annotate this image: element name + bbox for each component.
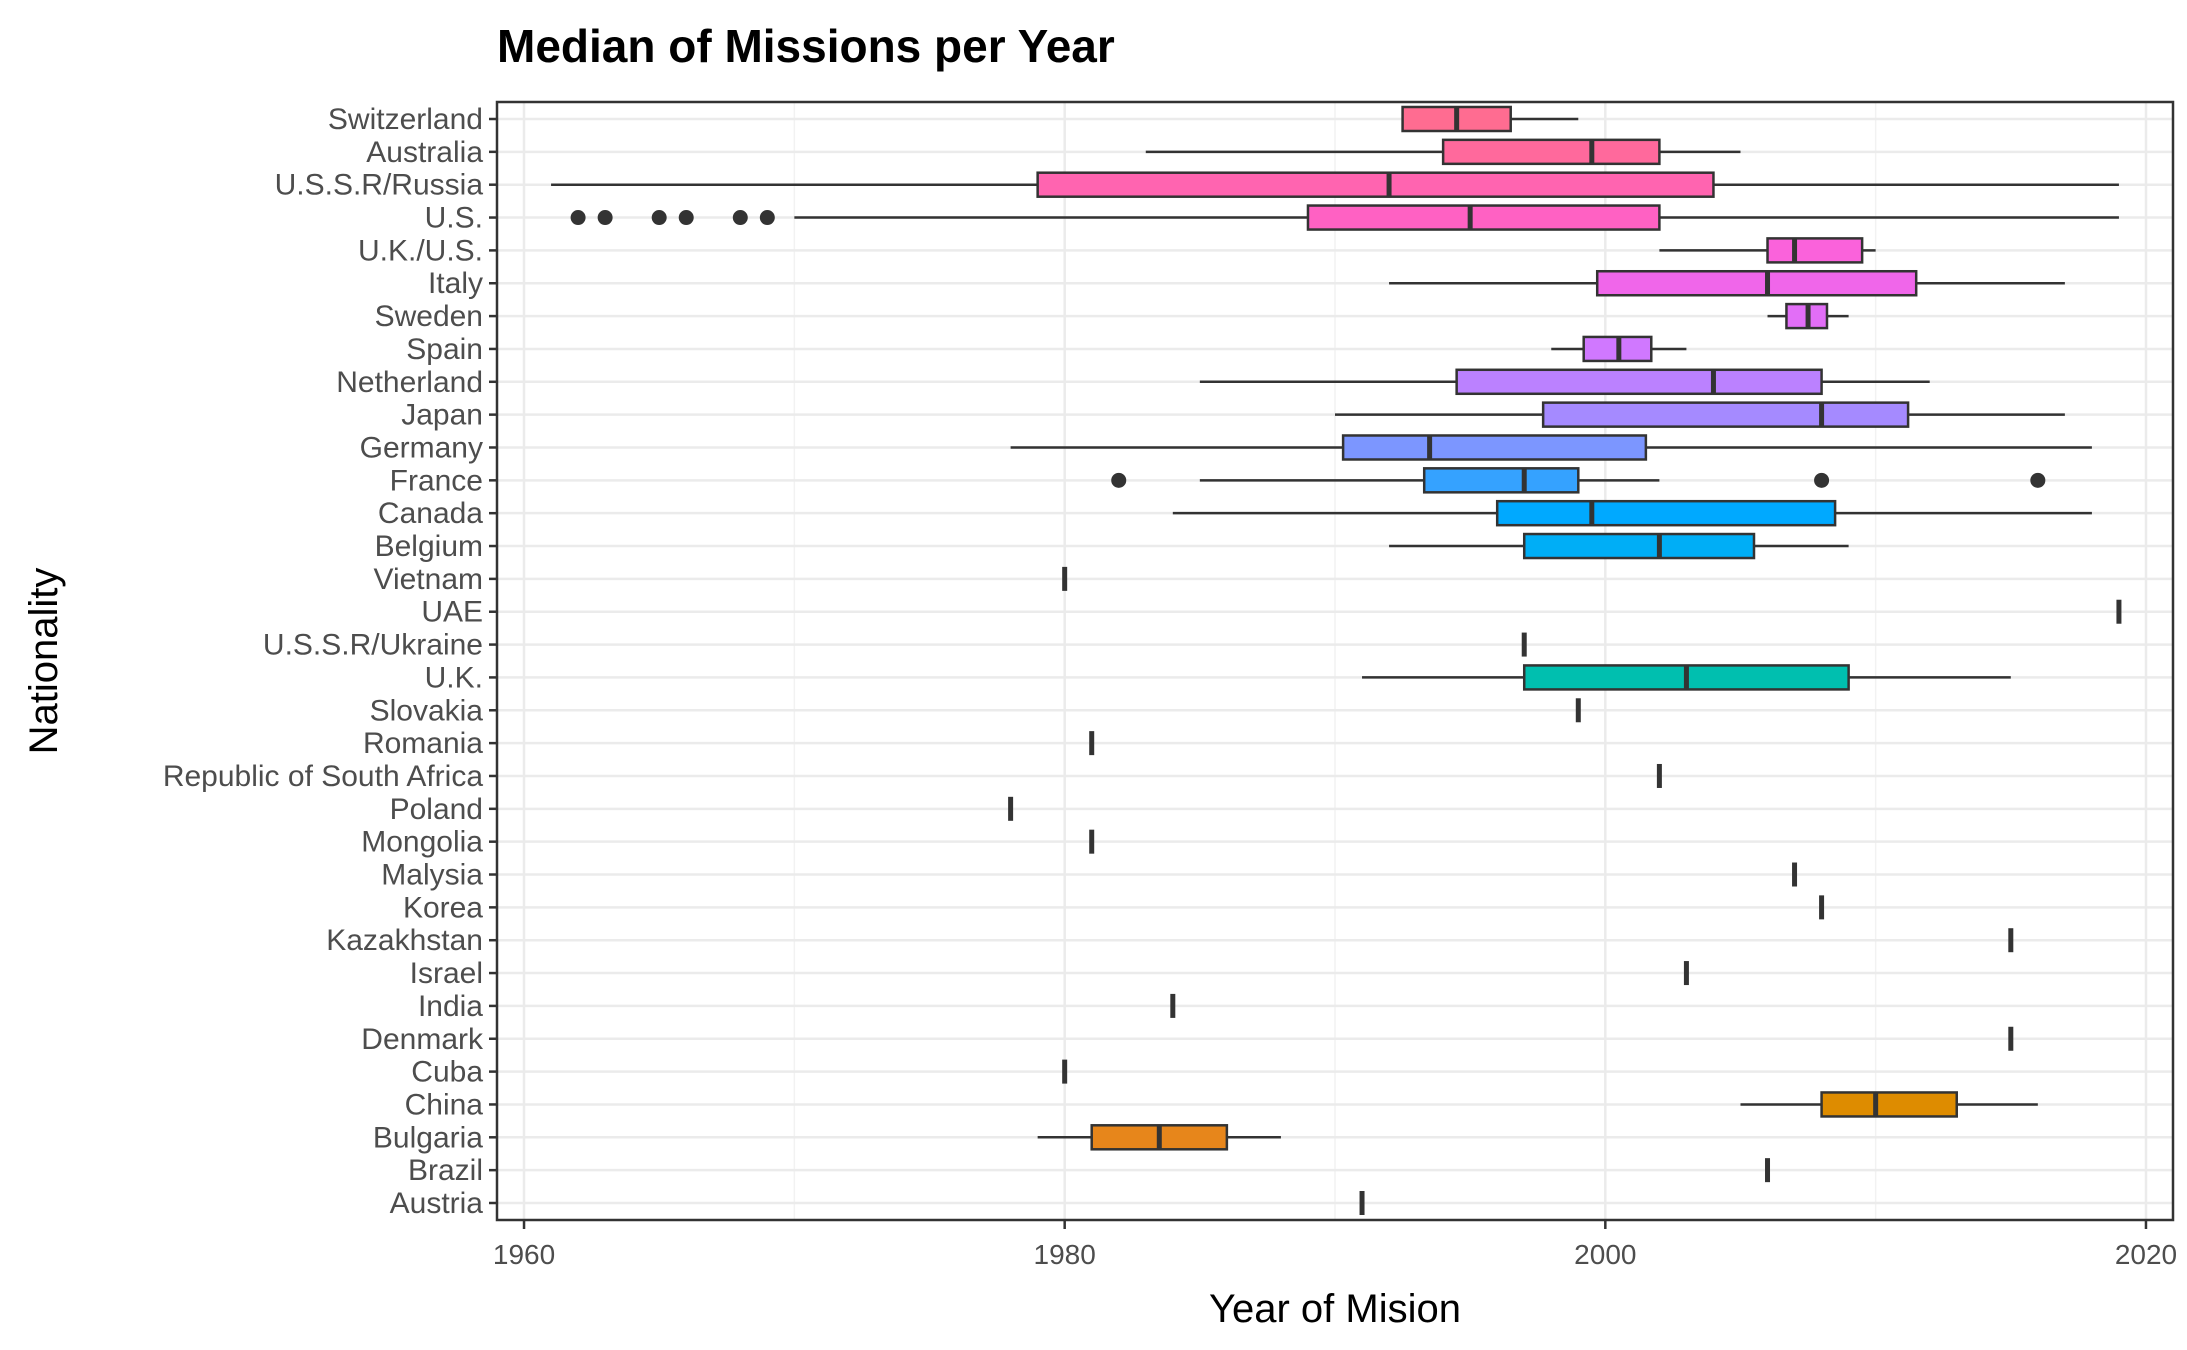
y-tick-label: India	[418, 990, 483, 1023]
box	[1455, 368, 1823, 396]
boxplot-u-k-u-s-	[1659, 237, 1876, 264]
y-tick-label: Austria	[390, 1187, 484, 1220]
boxplot-china	[1740, 1091, 2038, 1118]
y-tick-label: Slovakia	[370, 694, 484, 727]
y-tick-label: Netherland	[336, 366, 483, 399]
boxplot-germany	[1010, 434, 2092, 461]
box	[1441, 138, 1661, 166]
box	[1422, 467, 1580, 494]
y-tick-label: China	[405, 1088, 484, 1121]
boxplot-france	[1111, 467, 2046, 494]
y-tick-label: Vietnam	[373, 563, 483, 596]
boxplot-switzerland	[1401, 105, 1579, 133]
outlier-point	[1111, 472, 1127, 488]
outlier-point	[570, 210, 586, 226]
boxplots	[551, 105, 2122, 1215]
boxplot-australia	[1145, 138, 1741, 166]
boxplot-u-s-	[570, 204, 2119, 231]
chart-title: Median of Missions per Year	[497, 20, 1115, 72]
y-tick-label: Italy	[428, 267, 483, 300]
y-tick-label: Kazakhstan	[326, 924, 483, 957]
y-tick-label: Malysia	[381, 859, 483, 892]
x-tick-label: 1980	[1034, 1239, 1096, 1270]
y-tick-label: Australia	[366, 136, 483, 169]
y-tick-label: Germany	[360, 431, 483, 464]
y-tick-label: Brazil	[408, 1154, 483, 1187]
y-tick-label: Cuba	[411, 1056, 483, 1089]
outlier-point	[759, 210, 775, 226]
y-axis-label: Nationality	[22, 568, 66, 755]
box	[1306, 204, 1661, 231]
y-tick-label: Republic of South Africa	[163, 760, 484, 793]
grid	[497, 102, 2173, 1220]
box	[1766, 237, 1864, 264]
y-tick-label: Mongolia	[361, 826, 483, 859]
box	[1036, 171, 1715, 198]
y-tick-label: U.S.S.R/Russia	[275, 169, 484, 202]
x-tick-label: 2020	[2115, 1239, 2177, 1270]
y-tick-label: Japan	[401, 399, 483, 432]
boxplot-italy	[1389, 269, 2065, 297]
x-axis-label: Year of Mision	[1209, 1287, 1461, 1331]
y-tick-label: Canada	[378, 497, 483, 530]
y-tick-label: Sweden	[375, 300, 483, 333]
outlier-point	[2030, 472, 2046, 488]
x-tick-label: 1960	[493, 1239, 555, 1270]
y-tick-label: Korea	[403, 891, 483, 924]
y-tick-label: Spain	[406, 333, 483, 366]
y-tick-label: U.S.	[425, 202, 483, 235]
boxplot-bulgaria	[1037, 1124, 1281, 1151]
boxplot-u-s-s-r-russia	[551, 171, 2119, 198]
outlier-point	[1814, 472, 1830, 488]
outlier-point	[678, 210, 694, 226]
x-axis-ticks: 1960 1980 2000 2020	[493, 1220, 2177, 1270]
y-axis-ticks: SwitzerlandAustraliaU.S.S.R/RussiaU.S.U.…	[163, 103, 497, 1220]
boxplot-netherland	[1199, 368, 1930, 396]
box	[1495, 499, 1837, 527]
y-tick-label: Israel	[410, 957, 483, 990]
boxplot-u-k-	[1362, 664, 2011, 691]
box	[1541, 401, 1910, 428]
y-tick-label: Bulgaria	[373, 1121, 483, 1154]
y-tick-label: Denmark	[361, 1023, 484, 1056]
boxplot-belgium	[1389, 532, 1849, 560]
boxplot-sweden	[1767, 302, 1849, 330]
y-tick-label: Switzerland	[328, 103, 483, 136]
outlier-point	[597, 210, 613, 226]
y-tick-label: Romania	[363, 727, 483, 760]
boxplot-canada	[1172, 499, 2092, 527]
outlier-point	[732, 210, 748, 226]
y-tick-label: U.K.	[425, 661, 483, 694]
box	[1820, 1091, 1958, 1118]
x-tick-label: 2000	[1574, 1239, 1636, 1270]
boxplot-japan	[1335, 401, 2065, 428]
box	[1341, 434, 1648, 461]
y-tick-label: Belgium	[375, 530, 483, 563]
y-tick-label: U.K./U.S.	[358, 234, 483, 267]
boxplot-spain	[1551, 335, 1687, 363]
y-tick-label: UAE	[421, 596, 483, 629]
outlier-point	[651, 210, 667, 226]
box	[1595, 269, 1918, 297]
y-tick-label: France	[390, 464, 483, 497]
y-tick-label: U.S.S.R/Ukraine	[263, 629, 483, 662]
box	[1522, 532, 1756, 560]
plot-panel-border	[495, 100, 2175, 1222]
y-tick-label: Poland	[390, 793, 483, 826]
